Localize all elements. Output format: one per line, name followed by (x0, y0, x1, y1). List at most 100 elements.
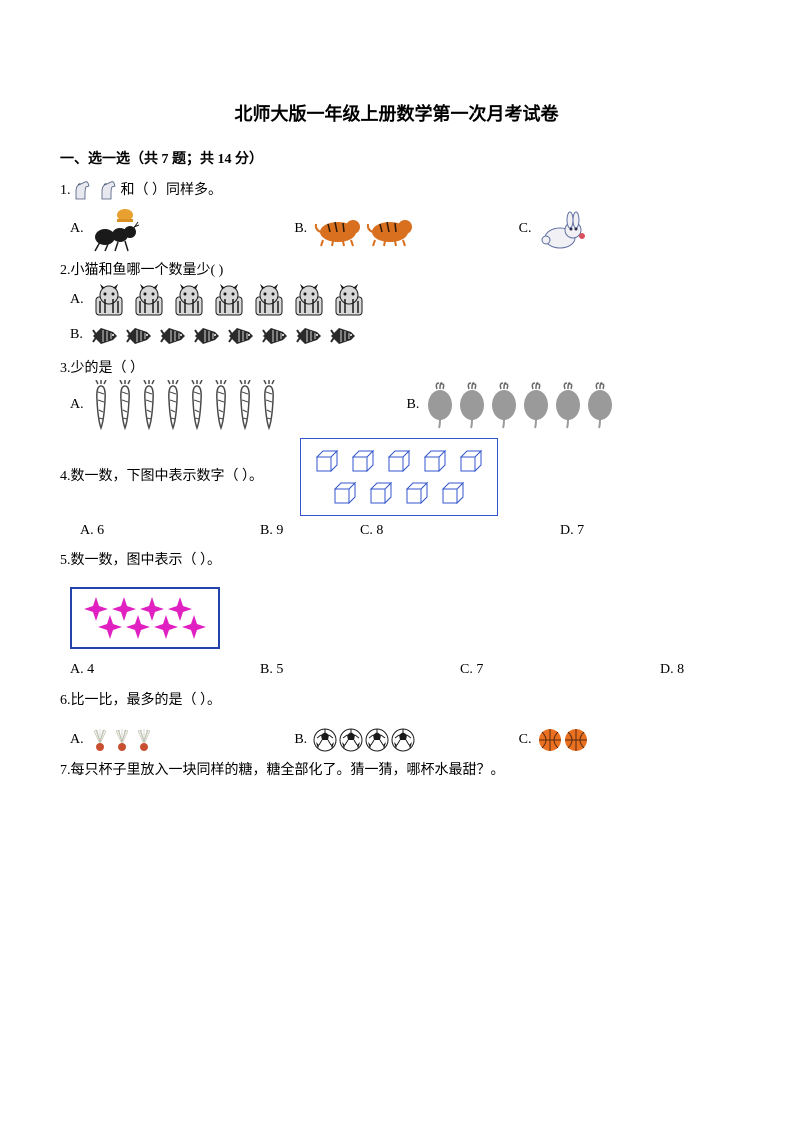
soccer-icon (391, 728, 415, 752)
radishes-group (425, 381, 615, 429)
section-header: 一、选一选（共 7 题；共 14 分） (60, 149, 733, 171)
carrot-icon (186, 380, 208, 430)
soccer-icon (339, 728, 363, 752)
q4-opt-c: C. 8 (360, 520, 560, 542)
soccer-icon (313, 728, 337, 752)
q6-opt-a-label: A. (70, 729, 84, 751)
carrot-icon (114, 380, 136, 430)
tiger-icon (365, 212, 415, 247)
fish-icon (293, 322, 325, 350)
star-icon (124, 613, 152, 641)
question-7: 7.每只杯子里放入一块同样的糖，糖全部化了。猜一猜，哪杯水最甜？。 (60, 760, 733, 782)
cat-icon (250, 283, 288, 318)
q4-opt-a: A. 6 (60, 520, 260, 542)
soccer-icon (365, 728, 389, 752)
fish-icon (157, 322, 189, 350)
question-6: 6.比一比，最多的是（ ）。 A. B. C. (60, 690, 733, 752)
radish-icon (489, 381, 519, 429)
cube-icon (403, 479, 431, 507)
cube-icon (331, 479, 359, 507)
cube-icon (457, 447, 485, 475)
radish-icon (585, 381, 615, 429)
page-title: 北师大版一年级上册数学第一次月考试卷 (60, 100, 733, 129)
cube-box (300, 438, 498, 516)
shuttles-group (90, 728, 154, 752)
cube-icon (385, 447, 413, 475)
cube-icon (367, 479, 395, 507)
q5-opt-c: C. 7 (460, 659, 660, 681)
q5-opt-b: B. 5 (260, 659, 460, 681)
q2-text: 2.小猫和鱼哪一个数量少( ) (60, 260, 733, 282)
q7-text: 7.每只杯子里放入一块同样的糖，糖全部化了。猜一猜，哪杯水最甜？。 (60, 760, 733, 782)
horse-icon (97, 179, 121, 203)
cat-icon (210, 283, 248, 318)
carrot-icon (258, 380, 280, 430)
q6-opt-c-label: C. (519, 729, 532, 751)
cat-icon (290, 283, 328, 318)
q5-opt-d: D. 8 (660, 659, 684, 681)
question-2: 2.小猫和鱼哪一个数量少( ) A. B. (60, 260, 733, 349)
q4-text: 4.数一数，下图中表示数字（ ）。 (60, 466, 300, 488)
fish-icon (327, 322, 359, 350)
radish-icon (553, 381, 583, 429)
star-icon (180, 613, 208, 641)
q4-opt-b: B. 9 (260, 520, 360, 542)
cat-icon (130, 283, 168, 318)
q5-opt-a: A. 4 (60, 659, 260, 681)
fish-icon (191, 322, 223, 350)
carrot-icon (90, 380, 112, 430)
q1-mid: 和（ ）同样多。 (121, 180, 223, 202)
cats-group (90, 283, 368, 318)
cat-icon (330, 283, 368, 318)
shuttle-icon (90, 728, 110, 752)
carrot-icon (210, 380, 232, 430)
q3-opt-a-label: A. (70, 394, 84, 416)
carrot-icon (162, 380, 184, 430)
question-3: 3.少的是（ ） A. B. (60, 358, 733, 430)
q1-opt-c-label: C. (519, 218, 532, 240)
radish-icon (425, 381, 455, 429)
soccers-group (313, 728, 415, 752)
tiger-icon (313, 212, 363, 247)
ant-icon (90, 207, 140, 252)
star-box (70, 587, 220, 649)
basketball-icon (538, 728, 562, 752)
fish-icon (123, 322, 155, 350)
shuttle-icon (134, 728, 154, 752)
cube-icon (313, 447, 341, 475)
question-4: 4.数一数，下图中表示数字（ ）。 A. 6 B. 9 C. 8 D. 7 (60, 438, 733, 542)
carrot-icon (138, 380, 160, 430)
bballs-group (538, 728, 588, 752)
q4-opt-d: D. 7 (560, 520, 584, 542)
q2-opt-b-label: B. (70, 324, 83, 346)
cat-icon (170, 283, 208, 318)
radish-icon (457, 381, 487, 429)
fish-icon (225, 322, 257, 350)
q5-text: 5.数一数，图中表示（ ）。 (60, 550, 733, 572)
cube-icon (421, 447, 449, 475)
horse-group (71, 179, 121, 203)
shuttle-icon (112, 728, 132, 752)
q2-opt-a-label: A. (70, 289, 84, 311)
question-1: 1. 和（ ）同样多。 A. B. (60, 179, 733, 252)
q3-text: 3.少的是（ ） (60, 358, 733, 380)
question-5: 5.数一数，图中表示（ ）。 A. 4 B. 5 C. 7 D. 8 (60, 550, 733, 681)
q1-opt-a-label: A. (70, 218, 84, 240)
cat-icon (90, 283, 128, 318)
q1-opt-b-label: B. (294, 218, 307, 240)
q6-text: 6.比一比，最多的是（ ）。 (60, 690, 733, 712)
star-icon (152, 613, 180, 641)
fish-icon (89, 322, 121, 350)
fish-icon (259, 322, 291, 350)
basketball-icon (564, 728, 588, 752)
radish-icon (521, 381, 551, 429)
carrot-icon (234, 380, 256, 430)
star-icon (96, 613, 124, 641)
horse-icon (71, 179, 95, 203)
cube-icon (439, 479, 467, 507)
rabbit-icon (538, 210, 588, 250)
fish-group (89, 322, 359, 350)
q6-opt-b-label: B. (294, 729, 307, 751)
q1-prefix: 1. (60, 180, 71, 202)
carrots-group (90, 380, 280, 430)
